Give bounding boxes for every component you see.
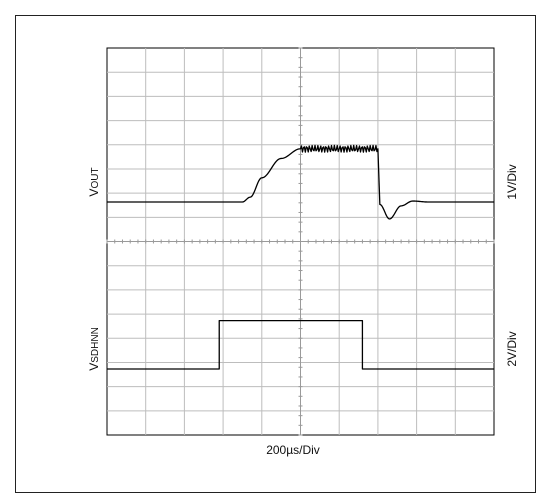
trace-vsdhnn [107,319,494,370]
scope-grid [106,47,495,436]
vout-scale-label: 1V/Div [505,164,519,199]
vsdhnn-scale-label: 2V/Div [505,331,519,366]
plot-frame: VOUT 1V/Div VSDHNN 2V/Div 200µs/Div [15,15,536,493]
trace-vout [107,144,494,220]
oscilloscope-plot: VOUT 1V/Div VSDHNN 2V/Div 200µs/Div [87,47,519,457]
vout-label: VOUT [87,167,101,196]
x-axis-label: 200µs/Div [266,443,320,457]
vsdhnn-label: VSDHNN [87,327,101,371]
scope-traces [107,144,494,370]
